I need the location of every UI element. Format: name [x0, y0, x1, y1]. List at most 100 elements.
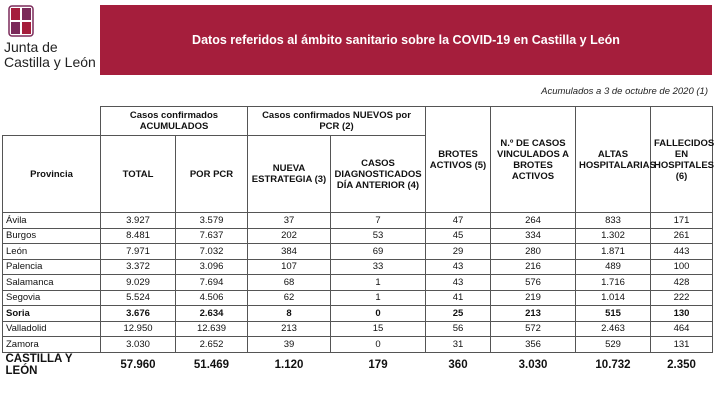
- total-row: CASTILLA Y LEÓN 57.960 51.469 1.120 179 360 3.…: [3, 352, 713, 377]
- table-cell: 62: [247, 289, 331, 306]
- total-cell: 10.732: [595, 358, 631, 371]
- table-cell: Soria: [2, 305, 101, 322]
- table-cell: 219: [490, 289, 576, 306]
- table-cell: 7.637: [175, 227, 248, 244]
- total-cell: 57.960: [120, 358, 156, 371]
- table-cell: 1.716: [575, 274, 651, 291]
- table-cell: 15: [330, 320, 426, 337]
- table-cell: 0: [330, 336, 426, 353]
- table-cell: Ávila: [2, 212, 101, 229]
- table-row: Palencia 3.372 3.096 107 33 43 216 489 100: [2, 258, 713, 275]
- column-header: NUEVA ESTRATEGIA (3): [247, 135, 331, 213]
- table-cell: Palencia: [2, 258, 101, 275]
- table-cell: 264: [490, 212, 576, 229]
- total-cell: 1.120: [274, 358, 304, 371]
- column-header: CASOS DIAGNOSTICADOS DÍA ANTERIOR (4): [330, 135, 426, 213]
- table-cell: 261: [650, 227, 713, 244]
- table-cell: 3.372: [100, 258, 176, 275]
- table-cell: 3.030: [100, 336, 176, 353]
- table-cell: 3.096: [175, 258, 248, 275]
- table-cell: 443: [650, 243, 713, 260]
- total-cell: 2.350: [667, 358, 696, 371]
- table-cell: 1.014: [575, 289, 651, 306]
- total-cell: 179: [368, 358, 388, 371]
- table-cell: 356: [490, 336, 576, 353]
- group-header: Casos confirmados NUEVOS por PCR (2): [247, 106, 426, 136]
- table-cell: 572: [490, 320, 576, 337]
- table-cell: 515: [575, 305, 651, 322]
- table-cell: 131: [650, 336, 713, 353]
- table-cell: 489: [575, 258, 651, 275]
- table-cell: 1: [330, 274, 426, 291]
- table-cell: 216: [490, 258, 576, 275]
- column-header: N.º DE CASOS VINCULADOS A BROTES ACTIVOS: [490, 106, 576, 213]
- table-cell: 213: [490, 305, 576, 322]
- table-cell: 130: [650, 305, 713, 322]
- table-cell: 334: [490, 227, 576, 244]
- table-row: Segovia 5.524 4.506 62 1 41 219 1.014 222: [2, 289, 713, 306]
- table-cell: 39: [247, 336, 331, 353]
- table-cell: 8: [247, 305, 331, 322]
- table-cell: 7.971: [100, 243, 176, 260]
- table-cell: 2.463: [575, 320, 651, 337]
- table-cell: 222: [650, 289, 713, 306]
- table-row: León 7.971 7.032 384 69 29 280 1.871 443: [2, 243, 713, 260]
- total-cell: 360: [448, 358, 468, 371]
- table-cell: 45: [425, 227, 491, 244]
- table-cell: 3.927: [100, 212, 176, 229]
- column-header: TOTAL: [100, 135, 176, 213]
- table-cell: 12.639: [175, 320, 248, 337]
- total-cell: CASTILLA Y LEÓN: [5, 352, 73, 377]
- table-cell: 25: [425, 305, 491, 322]
- table-cell: 33: [330, 258, 426, 275]
- table-cell: 280: [490, 243, 576, 260]
- column-header: POR PCR: [175, 135, 248, 213]
- column-header: Provincia: [2, 135, 101, 213]
- table-row: Ávila 3.927 3.579 37 7 47 264 833 171: [2, 212, 713, 229]
- table-cell: 31: [425, 336, 491, 353]
- table-row: Zamora 3.030 2.652 39 0 31 356 529 131: [2, 336, 713, 353]
- banner-title: Datos referidos al ámbito sanitario sobr…: [100, 5, 712, 75]
- total-cell: 3.030: [518, 358, 548, 371]
- logo-text: Junta de Castilla y León: [4, 40, 96, 70]
- table-cell: 384: [247, 243, 331, 260]
- table-cell: 8.481: [100, 227, 176, 244]
- table-cell: 7.694: [175, 274, 248, 291]
- table-cell: 4.506: [175, 289, 248, 306]
- table-row: Soria 3.676 2.634 8 0 25 213 515 130: [2, 305, 713, 322]
- data-table: Casos confirmados ACUMULADOS Casos confi…: [2, 106, 714, 377]
- column-header: BROTES ACTIVOS (5): [425, 106, 491, 213]
- table-cell: León: [2, 243, 101, 260]
- logo-line: Castilla y León: [4, 54, 96, 70]
- table-cell: 37: [247, 212, 331, 229]
- total-cell: 51.469: [193, 358, 230, 371]
- table-cell: 529: [575, 336, 651, 353]
- table-cell: 464: [650, 320, 713, 337]
- table-cell: Zamora: [2, 336, 101, 353]
- table-cell: 47: [425, 212, 491, 229]
- table-cell: 43: [425, 274, 491, 291]
- table-cell: 2.634: [175, 305, 248, 322]
- table-cell: 171: [650, 212, 713, 229]
- table-cell: 213: [247, 320, 331, 337]
- table-cell: 2.652: [175, 336, 248, 353]
- table-cell: 68: [247, 274, 331, 291]
- table-cell: 43: [425, 258, 491, 275]
- table-cell: 7.032: [175, 243, 248, 260]
- table-cell: 5.524: [100, 289, 176, 306]
- table-cell: 107: [247, 258, 331, 275]
- table-total: CASTILLA Y LEÓN 57.960 51.469 1.120 179 360 3.…: [3, 352, 713, 377]
- table-cell: 576: [490, 274, 576, 291]
- blank-cell: [3, 107, 101, 136]
- table-row: Burgos 8.481 7.637 202 53 45 334 1.302 261: [2, 227, 713, 244]
- table-cell: 53: [330, 227, 426, 244]
- column-header: ALTAS HOSPITALARIAS: [575, 106, 656, 213]
- table-cell: 41: [425, 289, 491, 306]
- table-cell: 56: [425, 320, 491, 337]
- table-cell: 7: [330, 212, 426, 229]
- table-cell: 69: [330, 243, 426, 260]
- table-row: Salamanca 9.029 7.694 68 1 43 576 1.716 428: [2, 274, 713, 291]
- table-cell: 833: [575, 212, 651, 229]
- table-cell: 1: [330, 289, 426, 306]
